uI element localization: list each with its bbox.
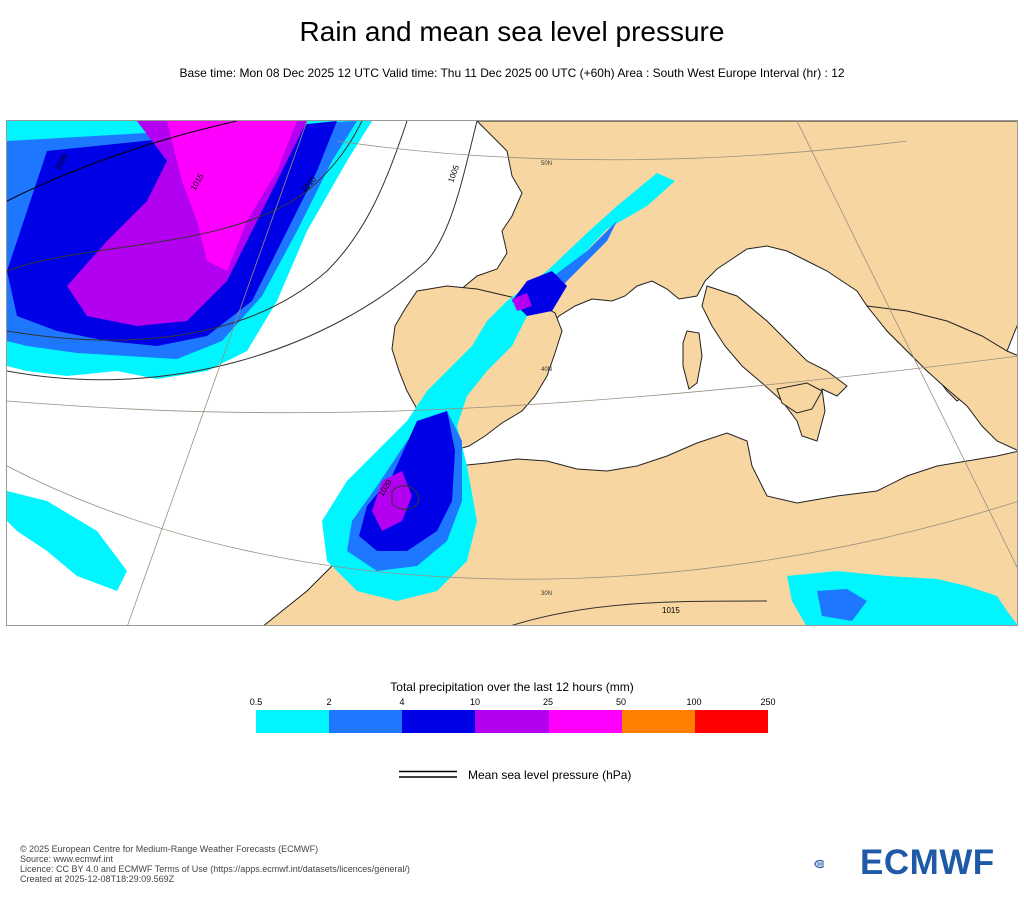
lat-label: 30N: [541, 591, 552, 597]
ecmwf-logo-icon: [814, 859, 825, 869]
lat-30n: [7, 465, 1017, 580]
lat-label: 40N: [541, 367, 552, 373]
precip-canaries: [7, 491, 127, 591]
footer-copyright: © 2025 European Centre for Medium-Range …: [20, 844, 319, 854]
chart-title: Rain and mean sea level pressure: [299, 16, 725, 47]
precip-frontal-heavy: [359, 271, 567, 551]
legend-swatch: [329, 710, 403, 733]
legend-swatch: [402, 710, 476, 733]
legend-tick: 250: [760, 697, 776, 707]
land-italy: [701, 285, 848, 442]
isobar-label: 1015: [662, 606, 680, 615]
legend-tick: 50: [615, 697, 627, 707]
legend-tick: 0.5: [249, 697, 263, 707]
graticule: [7, 121, 1017, 625]
isobar-ring-1015: [391, 485, 420, 510]
map-panel[interactable]: 1020 1015 1010 1005 1015 1020 50N 40N 30…: [6, 120, 1018, 626]
ecmwf-logo-text: ECMWF: [860, 843, 995, 882]
map-svg: 1020 1015 1010 1005 1015 1020 50N 40N 30…: [7, 121, 1017, 625]
lat-label: 50N: [541, 161, 552, 167]
lat-labels: 50N 40N 30N: [541, 161, 552, 597]
msl-legend-line: [399, 770, 457, 778]
legend-swatch: [548, 710, 622, 733]
lon-a: [127, 121, 308, 625]
chart-subtitle: Base time: Mon 08 Dec 2025 12 UTC Valid …: [179, 66, 845, 80]
land-sardinia: [682, 330, 703, 390]
legend-title: Total precipitation over the last 12 hou…: [390, 680, 634, 694]
footer-source: Source: www.ecmwf.int: [20, 854, 114, 864]
legend-tick: 25: [542, 697, 554, 707]
precipitation-field: [7, 121, 1017, 625]
msl-legend-label: Mean sea level pressure (hPa): [468, 768, 632, 782]
footer: © 2025 European Centre for Medium-Range …: [20, 844, 410, 884]
footer-created: Created at 2025-12-08T18:29:09.569Z: [20, 874, 175, 884]
land-sicily: [776, 382, 823, 414]
lat-50n: [336, 140, 908, 161]
isobar-1020b: [511, 600, 768, 625]
legend-swatch: [694, 710, 768, 733]
legend-swatch: [256, 710, 330, 733]
isobars: [7, 121, 768, 625]
legend-colorbar: [256, 710, 768, 733]
footer-licence: Licence: CC BY 4.0 and ECMWF Terms of Us…: [20, 864, 410, 874]
lat-40n: [7, 355, 1017, 414]
precip-frontal-core: [372, 293, 532, 531]
legend-tick: 4: [399, 697, 405, 707]
isobar-1020a: [7, 121, 478, 381]
isobar-1010: [7, 121, 363, 272]
lon-b: [796, 121, 1017, 568]
legend-tick: 100: [686, 697, 702, 707]
legend-tick: 2: [326, 697, 332, 707]
isobar-1005: [7, 121, 238, 202]
legend-tick: 10: [469, 697, 481, 707]
precip-atlantic-peak: [167, 121, 297, 271]
isobar-1015: [7, 121, 408, 341]
precip-east-med-heavy: [817, 589, 867, 621]
legend-swatch: [621, 710, 695, 733]
legend-swatch: [475, 710, 549, 733]
isobar-label: 1005: [446, 163, 461, 183]
